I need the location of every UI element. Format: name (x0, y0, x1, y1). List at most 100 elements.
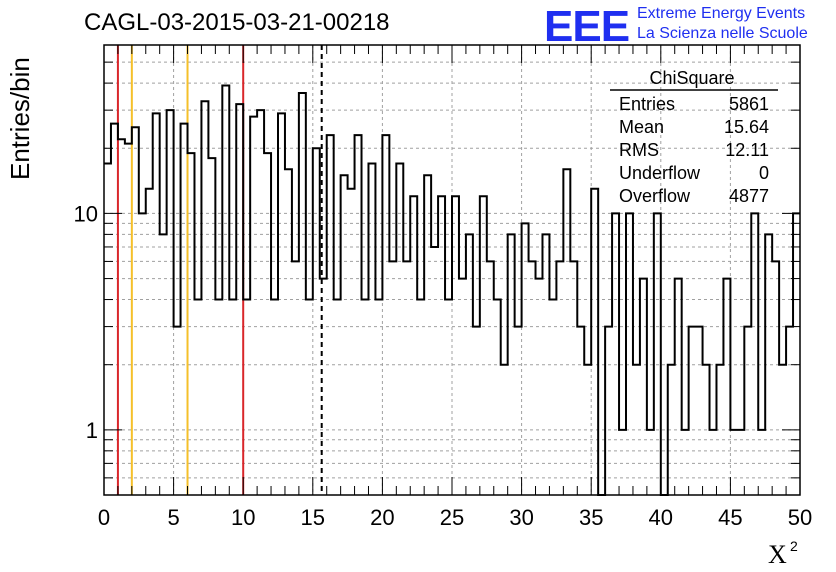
x-tick-label: 10 (231, 505, 255, 530)
histogram-bin (689, 327, 696, 495)
histogram-bin (494, 300, 501, 495)
histogram-bin (716, 365, 723, 495)
histogram-bin (271, 300, 278, 495)
histogram-bin (605, 327, 612, 495)
chart-title: CAGL-03-2015-03-21-00218 (84, 9, 390, 36)
x-tick-label: 50 (788, 505, 812, 530)
histogram-bin (334, 300, 341, 495)
axis-ticks (103, 44, 801, 496)
histogram-bin (320, 279, 327, 495)
histogram-bin (139, 213, 146, 495)
histogram-bin (375, 300, 382, 495)
histogram-bin (194, 300, 201, 495)
histogram-bin (299, 93, 306, 495)
histogram-bin (459, 279, 466, 495)
stats-label-mean: Mean (619, 117, 664, 137)
histogram-bin (167, 110, 174, 495)
x-tick-label: 30 (509, 505, 533, 530)
histogram-bin (222, 85, 229, 495)
histogram-bin (410, 196, 417, 495)
histogram-bin (292, 261, 299, 495)
x-tick-label: 25 (440, 505, 464, 530)
histogram-bin (389, 261, 396, 495)
histogram-bin (786, 327, 793, 495)
histogram-bin (118, 139, 125, 495)
histogram-bin (306, 300, 313, 495)
histogram-bin (403, 261, 410, 495)
histogram-bin (362, 300, 369, 495)
histogram-bin (508, 234, 515, 495)
histogram-bin (703, 365, 710, 495)
histogram-bin (473, 327, 480, 495)
histogram-bin (563, 169, 570, 495)
histogram-bin (591, 189, 598, 495)
histogram-bin (250, 117, 257, 495)
histogram-bin (515, 327, 522, 495)
x-axis-label: X 2 (768, 538, 798, 569)
histogram-bin (181, 124, 188, 495)
logo-line-2: La Scienza nelle Scuole (637, 25, 808, 42)
tick-labels: 1 10 0 5 10 15 20 25 30 35 40 45 50 (74, 201, 813, 530)
histogram-line (104, 84, 800, 496)
histogram-bin (765, 234, 772, 495)
histogram-bin (452, 196, 459, 495)
histogram-bin (160, 234, 167, 495)
histogram-bin (445, 300, 452, 495)
histogram-bin (201, 101, 208, 495)
histogram-bin (208, 158, 215, 495)
x-tick-label: 45 (718, 505, 742, 530)
histogram-bin (668, 365, 675, 495)
histogram-bin (382, 135, 389, 495)
histogram-bin (710, 430, 717, 495)
histogram-bin (236, 104, 243, 495)
histogram-bin (536, 279, 543, 495)
histogram-bin (556, 261, 563, 495)
stats-label-overflow: Overflow (619, 186, 691, 206)
stats-title: ChiSquare (649, 68, 734, 88)
histogram (104, 84, 800, 496)
x-tick-label: 5 (167, 505, 179, 530)
histogram-bin (278, 113, 285, 495)
histogram-bin (647, 430, 654, 495)
histogram-bin (501, 365, 508, 495)
histogram-bin (675, 279, 682, 495)
histogram-bin (341, 175, 348, 495)
histogram-bin (424, 175, 431, 495)
svg-text:X: X (768, 540, 787, 569)
stats-value-mean: 15.64 (724, 117, 769, 137)
stats-value-underflow: 0 (759, 163, 769, 183)
x-tick-label: 40 (649, 505, 673, 530)
histogram-bin (737, 430, 744, 495)
histogram-bin (431, 247, 438, 495)
histogram-bin (744, 327, 751, 495)
histogram-bin (466, 234, 473, 495)
histogram-bin (355, 135, 362, 495)
svg-text:2: 2 (790, 538, 798, 554)
histogram-bin (487, 261, 494, 495)
histogram-bin (577, 327, 584, 495)
stats-value-entries: 5861 (729, 94, 769, 114)
histogram-bin (549, 300, 556, 495)
y-tick-label: 10 (74, 201, 98, 226)
histogram-bin (125, 144, 132, 495)
histogram-bin (417, 300, 424, 495)
x-tick-label: 20 (370, 505, 394, 530)
histogram-bin (215, 300, 222, 495)
histogram-bin (730, 430, 737, 495)
histogram-bin (772, 261, 779, 495)
histogram-bin (132, 127, 139, 495)
histogram-bin (522, 223, 529, 495)
histogram-bin (723, 279, 730, 495)
histogram-bin (480, 196, 487, 495)
histogram-bin (146, 189, 153, 495)
histogram-bin (153, 113, 160, 495)
stats-label-underflow: Underflow (619, 163, 701, 183)
histogram-bin (682, 430, 689, 495)
histogram-bin (174, 327, 181, 495)
histogram-bin (285, 169, 292, 495)
histogram-bin (619, 430, 626, 495)
y-axis-label: Entries/bin (5, 57, 35, 180)
x-tick-label: 0 (98, 505, 110, 530)
y-tick-label: 1 (86, 418, 98, 443)
